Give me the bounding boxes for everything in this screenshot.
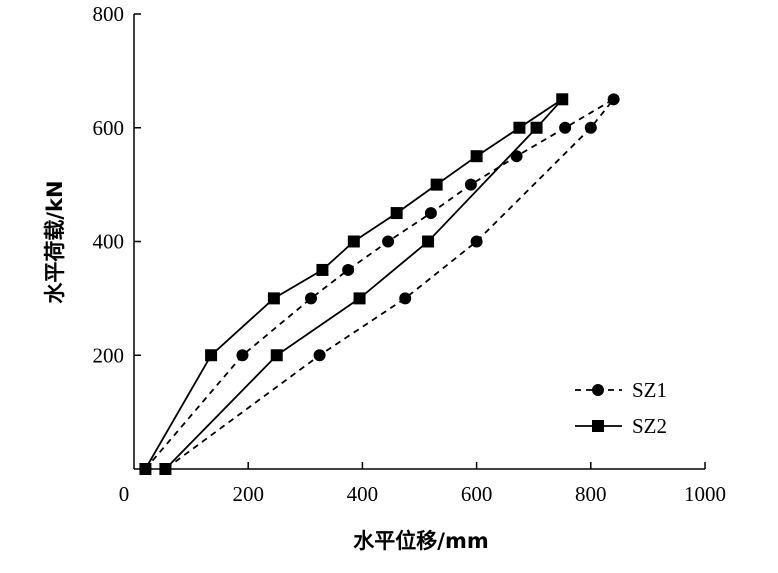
- y-tick-label: 400: [93, 230, 125, 254]
- plot-series: [139, 93, 620, 475]
- data-point: [556, 93, 569, 106]
- y-ticks: 200 400 600 800: [93, 2, 141, 367]
- data-point: [342, 263, 355, 276]
- data-point: [464, 178, 477, 191]
- legend: SZ1 SZ2: [575, 378, 667, 438]
- data-point: [347, 235, 360, 248]
- x-tick-label: 1000: [684, 482, 726, 506]
- data-point: [530, 121, 543, 134]
- series-sz2: [139, 93, 569, 475]
- x-axis-title: 水平位移/mm: [353, 529, 488, 553]
- data-point: [267, 292, 280, 305]
- y-tick-label: 800: [93, 2, 125, 26]
- data-point: [470, 150, 483, 163]
- x-tick-label: 200: [232, 482, 264, 506]
- data-point: [470, 235, 483, 248]
- data-point: [513, 121, 526, 134]
- data-point: [390, 207, 403, 220]
- data-point: [313, 349, 326, 362]
- legend-label: SZ2: [632, 414, 667, 438]
- x-tick-label: 0: [119, 482, 130, 506]
- x-ticks: 0 200 400 600 800 1000: [119, 462, 726, 506]
- series-line: [144, 98, 563, 470]
- legend-item-sz2: SZ2: [575, 414, 667, 438]
- legend-item-sz1: SZ1: [575, 378, 667, 402]
- data-point: [584, 121, 597, 134]
- data-point: [353, 292, 366, 305]
- data-point: [316, 263, 329, 276]
- x-tick-label: 800: [575, 482, 607, 506]
- x-tick-label: 600: [461, 482, 493, 506]
- data-point: [205, 349, 218, 362]
- data-point: [236, 349, 249, 362]
- axes: 0 200 400 600 800 1000 200 400 600 800: [93, 2, 727, 506]
- data-point: [270, 349, 283, 362]
- y-tick-label: 600: [93, 116, 125, 140]
- data-point: [559, 121, 572, 134]
- data-point: [382, 235, 395, 248]
- data-point: [607, 93, 620, 106]
- legend-marker: [592, 420, 604, 432]
- data-point: [139, 463, 152, 475]
- legend-label: SZ1: [632, 378, 667, 402]
- series-sz1: [139, 93, 620, 475]
- data-point: [422, 235, 435, 248]
- series-line: [144, 98, 615, 470]
- y-tick-label: 200: [93, 343, 125, 367]
- data-point: [305, 292, 318, 305]
- y-axis-title: 水平荷载/kN: [43, 180, 67, 303]
- data-point: [159, 463, 172, 475]
- data-point: [399, 292, 412, 305]
- data-point: [430, 178, 443, 191]
- data-point: [424, 207, 437, 220]
- legend-marker: [592, 384, 604, 396]
- x-tick-label: 400: [347, 482, 379, 506]
